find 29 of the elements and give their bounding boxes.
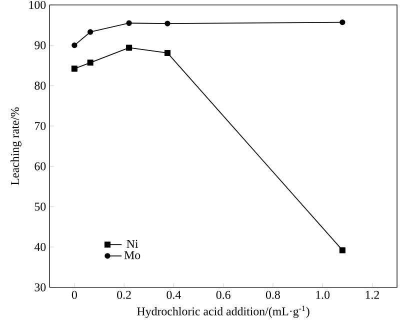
x-tick-label: 0.8: [266, 290, 280, 299]
y-tick-label: 50: [34, 202, 46, 210]
x-axis-title: Hydrochloric acid addition/(mL·g$^{-1}$): [137, 306, 310, 318]
x-tick-label: 1.2: [366, 290, 379, 299]
point: [340, 19, 346, 25]
y-tick-label: 40: [34, 242, 46, 251]
point: [164, 50, 171, 56]
legend-label: Ni: [126, 240, 138, 248]
y-tick-label: 70: [34, 122, 46, 130]
legend-label: Mo: [124, 251, 140, 259]
y-tick-label: 60: [34, 162, 46, 170]
x-tick-label: 0.6: [216, 290, 230, 299]
point: [126, 20, 132, 26]
point: [87, 28, 94, 35]
x-tick-label: 0.4: [166, 290, 181, 299]
y-tick-label: 30: [34, 283, 46, 292]
point: [71, 65, 78, 72]
point: [126, 44, 132, 51]
x-tick-label: 1.0: [316, 290, 330, 299]
y-tick-label: 100: [29, 0, 46, 9]
point: [339, 246, 346, 254]
point: [164, 20, 170, 26]
y-tick-label: 90: [34, 41, 46, 50]
point: [87, 59, 94, 66]
point: [72, 42, 78, 48]
x-tick-label: 0.2: [117, 290, 131, 299]
x-tick-label: 0: [72, 290, 77, 299]
y-axis-title: Leaching rate/%: [10, 107, 22, 185]
y-tick-label: 80: [34, 81, 46, 90]
